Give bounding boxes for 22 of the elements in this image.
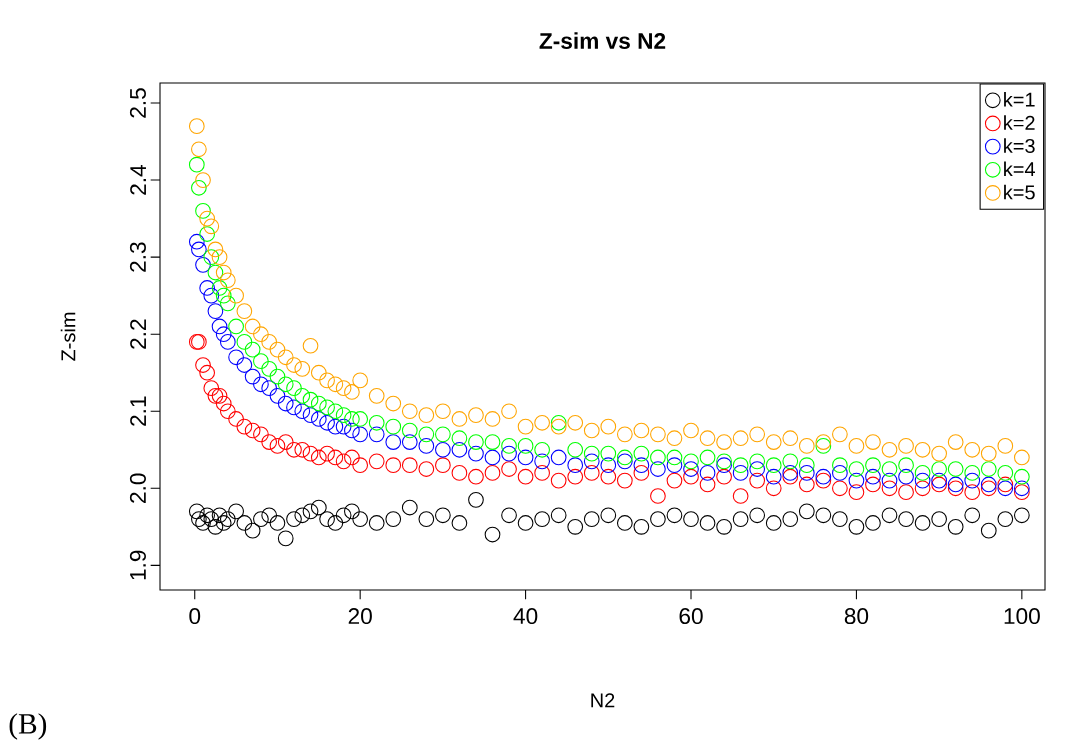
y-tick-label: 2.0 [129, 473, 146, 503]
x-axis-title: N2 [591, 693, 615, 708]
text: (B) [9, 713, 47, 740]
legend-label: k=5 [1004, 184, 1035, 200]
y-tick-label: 2.5 [129, 88, 146, 118]
y-axis-title: Z-sim [60, 312, 76, 361]
x-tick-label: 20 [348, 608, 372, 625]
legend-label: k=1 [1004, 92, 1035, 107]
x-tick-label: 0 [189, 608, 201, 625]
x-tick-label: 60 [679, 608, 703, 625]
x-tick-label: 40 [513, 608, 538, 625]
y-tick-label: 2.3 [129, 242, 146, 272]
y-tick-label: 1.9 [129, 550, 146, 580]
x-tick-label: 100 [1004, 608, 1040, 625]
legend-label: k=4 [1004, 161, 1035, 177]
y-tick-label: 2.1 [130, 396, 146, 426]
legend-label: k=2 [1004, 115, 1035, 130]
legend-label: k=3 [1004, 138, 1035, 154]
y-tick-label: 2.4 [130, 165, 146, 195]
x-tick-label: 80 [844, 608, 869, 625]
chart-title: Z-sim vs N2 [539, 32, 666, 49]
y-tick-label: 2.2 [130, 319, 146, 349]
